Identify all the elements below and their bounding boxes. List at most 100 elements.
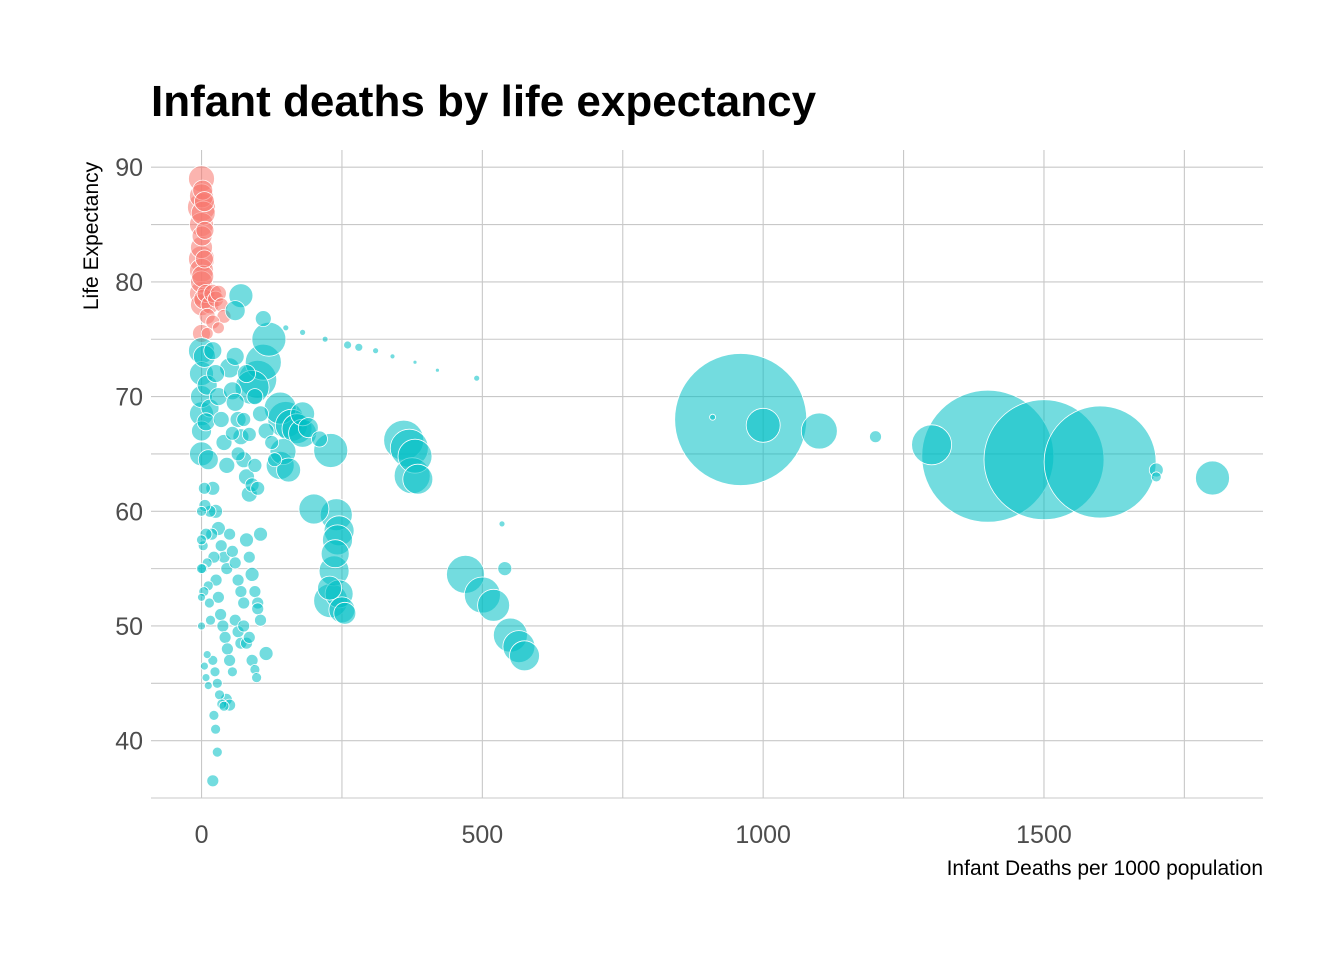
teal-data-point: [203, 681, 213, 690]
teal-data-point: [197, 481, 211, 495]
teal-data-point: [267, 452, 283, 468]
teal-data-point: [196, 534, 207, 546]
red-data-point: [191, 264, 215, 288]
teal-data-point: [372, 347, 380, 355]
teal-data-point: [241, 426, 257, 442]
teal-data-point: [254, 613, 267, 627]
teal-data-point: [239, 532, 254, 548]
x-tick-label: 1500: [1016, 821, 1072, 849]
teal-data-point: [206, 364, 226, 384]
teal-data-point: [202, 650, 212, 659]
teal-data-point: [237, 596, 251, 610]
teal-data-point: [223, 527, 237, 541]
teal-data-point: [237, 364, 256, 384]
teal-data-point: [250, 480, 266, 496]
y-tick-label: 90: [115, 154, 143, 182]
teal-data-point: [709, 413, 716, 421]
teal-data-point: [214, 539, 228, 553]
teal-data-point: [197, 449, 219, 471]
red-data-point: [194, 249, 214, 269]
teal-data-point: [201, 673, 211, 682]
red-data-point: [193, 191, 215, 213]
x-axis-tick-labels: 0 500 1000 1500: [195, 821, 1072, 849]
teal-data-point: [276, 457, 302, 483]
teal-data-point: [197, 592, 206, 602]
teal-data-point: [477, 588, 511, 622]
teal-data-point: [282, 324, 290, 332]
teal-data-point: [218, 631, 232, 644]
teal-data-point: [434, 367, 440, 373]
y-tick-label: 80: [115, 269, 143, 297]
y-tick-label: 50: [115, 613, 143, 641]
teal-data-point: [242, 550, 256, 564]
teal-data-point: [196, 563, 207, 574]
teal-data-point: [236, 412, 252, 427]
teal-data-point: [199, 661, 209, 671]
teal-data-point: [196, 412, 216, 432]
teal-data-point: [674, 353, 808, 486]
teal-data-point: [234, 585, 248, 598]
teal-data-point: [223, 654, 237, 667]
teal-data-point: [254, 310, 272, 328]
y-axis-tick-labels: 40 50 60 70 80 90: [115, 154, 143, 755]
teal-data-point: [800, 412, 838, 450]
teal-data-point: [218, 456, 236, 474]
teal-data-point: [246, 388, 264, 406]
teal-data-point: [224, 300, 246, 322]
teal-data-point: [225, 346, 245, 366]
teal-data-point: [251, 321, 287, 357]
teal-data-point: [497, 561, 513, 576]
teal-data-point: [247, 457, 263, 473]
x-tick-label: 0: [195, 821, 209, 849]
teal-data-point: [228, 556, 242, 570]
teal-data-point: [321, 335, 329, 343]
x-tick-label: 500: [461, 821, 503, 849]
teal-data-point: [1150, 471, 1162, 483]
teal-data-point: [203, 341, 223, 361]
teal-data-point: [509, 640, 540, 672]
teal-data-point: [402, 463, 434, 495]
teal-data-point: [231, 573, 245, 587]
teal-data-point: [343, 340, 353, 350]
teal-data-point: [226, 666, 238, 678]
teal-data-point: [252, 405, 269, 423]
teal-data-point: [320, 539, 350, 569]
teal-data-point: [230, 446, 246, 462]
teal-data-point: [264, 435, 280, 450]
teal-data-point: [248, 585, 262, 598]
red-data-point: [211, 321, 225, 335]
teal-data-point: [206, 774, 220, 788]
teal-data-point: [203, 597, 215, 609]
teal-data-point: [869, 430, 882, 444]
teal-data-point: [244, 567, 260, 582]
teal-data-point: [212, 411, 230, 428]
teal-data-point: [298, 493, 330, 525]
teal-data-point: [253, 526, 268, 542]
teal-data-point: [333, 601, 357, 625]
x-tick-label: 1000: [735, 821, 791, 849]
y-tick-label: 60: [115, 498, 143, 526]
teal-data-point: [214, 689, 225, 701]
teal-data-point: [311, 430, 328, 448]
teal-data-point: [210, 723, 222, 735]
x-axis-title: Infant Deaths per 1000 population: [947, 857, 1263, 880]
teal-data-point: [911, 424, 952, 466]
teal-data-point: [211, 746, 223, 758]
teal-data-point: [297, 417, 319, 439]
teal-data-point: [498, 520, 506, 528]
teal-data-point: [299, 328, 307, 336]
teal-data-point: [237, 619, 251, 633]
teal-data-point: [196, 505, 207, 517]
teal-data-point: [251, 672, 263, 683]
teal-data-point: [745, 407, 781, 443]
teal-data-point: [1043, 405, 1157, 519]
teal-data-point: [412, 359, 418, 365]
teal-data-point: [218, 700, 230, 712]
teal-data-point: [211, 590, 225, 604]
teal-data-point: [225, 545, 239, 558]
series-red-points: [187, 165, 232, 343]
teal-data-point: [220, 642, 234, 656]
teal-data-point: [197, 621, 206, 631]
teal-data-point: [209, 666, 221, 678]
